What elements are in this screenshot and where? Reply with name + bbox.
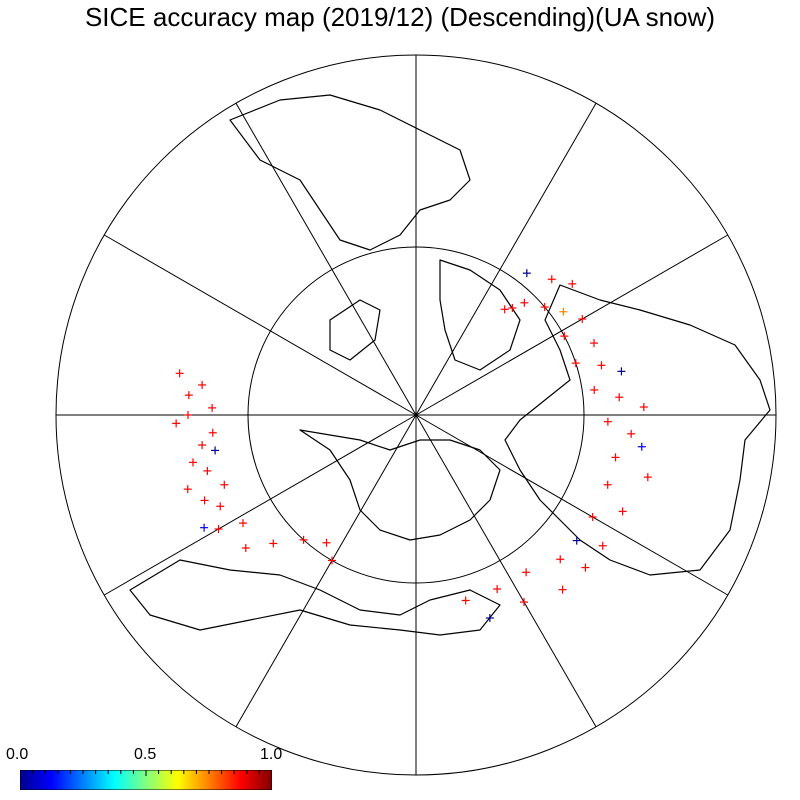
station-marker bbox=[216, 502, 225, 511]
station-marker bbox=[299, 535, 308, 544]
coastline-segment bbox=[439, 259, 521, 371]
station-marker bbox=[590, 385, 599, 394]
station-marker bbox=[220, 480, 229, 489]
station-marker bbox=[508, 303, 517, 312]
station-marker bbox=[637, 442, 646, 451]
station-marker bbox=[198, 380, 207, 389]
meridian-line bbox=[415, 414, 597, 728]
station-marker bbox=[241, 543, 250, 552]
station-marker bbox=[208, 403, 217, 412]
colorbar-mid-label: 0.5 bbox=[134, 746, 157, 763]
station-marker bbox=[627, 429, 636, 438]
station-marker bbox=[493, 585, 502, 594]
station-marker bbox=[522, 568, 531, 577]
station-marker bbox=[615, 393, 624, 402]
meridian-line bbox=[415, 414, 729, 596]
station-marker bbox=[520, 598, 528, 607]
station-marker bbox=[328, 556, 336, 565]
station-marker bbox=[578, 315, 587, 323]
meridian-line bbox=[235, 102, 417, 416]
station-marker bbox=[590, 339, 599, 348]
colorbar bbox=[20, 770, 272, 790]
station-marker bbox=[639, 403, 648, 412]
station-marker bbox=[520, 298, 529, 307]
station-marker bbox=[184, 391, 193, 400]
coastline-segment bbox=[504, 284, 771, 576]
meridian-line bbox=[235, 414, 417, 728]
station-marker bbox=[269, 539, 278, 548]
coastline-segment bbox=[129, 559, 501, 636]
station-marker bbox=[568, 279, 577, 288]
station-marker bbox=[618, 507, 627, 516]
colorbar-gradient bbox=[20, 770, 272, 790]
station-marker bbox=[461, 596, 470, 605]
meridian-line bbox=[415, 234, 729, 416]
station-marker bbox=[500, 305, 509, 314]
station-marker bbox=[558, 585, 567, 594]
station-marker bbox=[183, 485, 192, 494]
station-marker bbox=[540, 303, 549, 312]
station-marker bbox=[238, 519, 247, 528]
station-marker bbox=[547, 275, 556, 284]
station-marker bbox=[603, 480, 612, 489]
graticule bbox=[55, 54, 777, 776]
station-marker bbox=[214, 525, 223, 533]
coastline-segment bbox=[229, 94, 471, 251]
station-marker bbox=[172, 419, 181, 428]
meridian-line bbox=[103, 414, 417, 596]
colorbar-ticks bbox=[20, 770, 272, 776]
station-marker bbox=[559, 307, 568, 316]
station-marker bbox=[522, 269, 531, 278]
station-marker bbox=[188, 458, 197, 467]
colorbar-max-label: 1.0 bbox=[260, 746, 283, 763]
coastline-segment bbox=[329, 299, 381, 361]
coastline-segment bbox=[299, 429, 501, 541]
station-marker bbox=[588, 513, 597, 521]
map-title: SICE accuracy map (2019/12) (Descending)… bbox=[84, 2, 716, 32]
station-markers bbox=[172, 269, 652, 622]
station-marker bbox=[572, 536, 581, 545]
station-marker bbox=[208, 428, 217, 437]
station-marker bbox=[598, 541, 607, 550]
station-marker bbox=[643, 473, 652, 482]
station-marker bbox=[198, 441, 207, 450]
meridian-line bbox=[415, 102, 597, 416]
station-marker bbox=[485, 613, 494, 622]
station-marker bbox=[560, 332, 569, 341]
coastlines bbox=[129, 94, 771, 636]
station-marker bbox=[581, 563, 590, 572]
station-marker bbox=[200, 496, 209, 505]
station-marker bbox=[200, 523, 209, 532]
station-marker bbox=[603, 417, 612, 426]
colorbar-min-label: 0.0 bbox=[6, 746, 29, 763]
station-marker bbox=[175, 369, 184, 378]
station-marker bbox=[556, 555, 565, 564]
station-marker bbox=[203, 466, 212, 475]
station-marker bbox=[571, 359, 580, 368]
station-marker bbox=[184, 411, 192, 419]
station-marker bbox=[597, 361, 606, 370]
station-marker bbox=[617, 367, 626, 376]
meridian-line bbox=[103, 234, 417, 416]
station-marker bbox=[211, 446, 220, 455]
station-marker bbox=[322, 538, 331, 547]
station-marker bbox=[611, 453, 620, 462]
